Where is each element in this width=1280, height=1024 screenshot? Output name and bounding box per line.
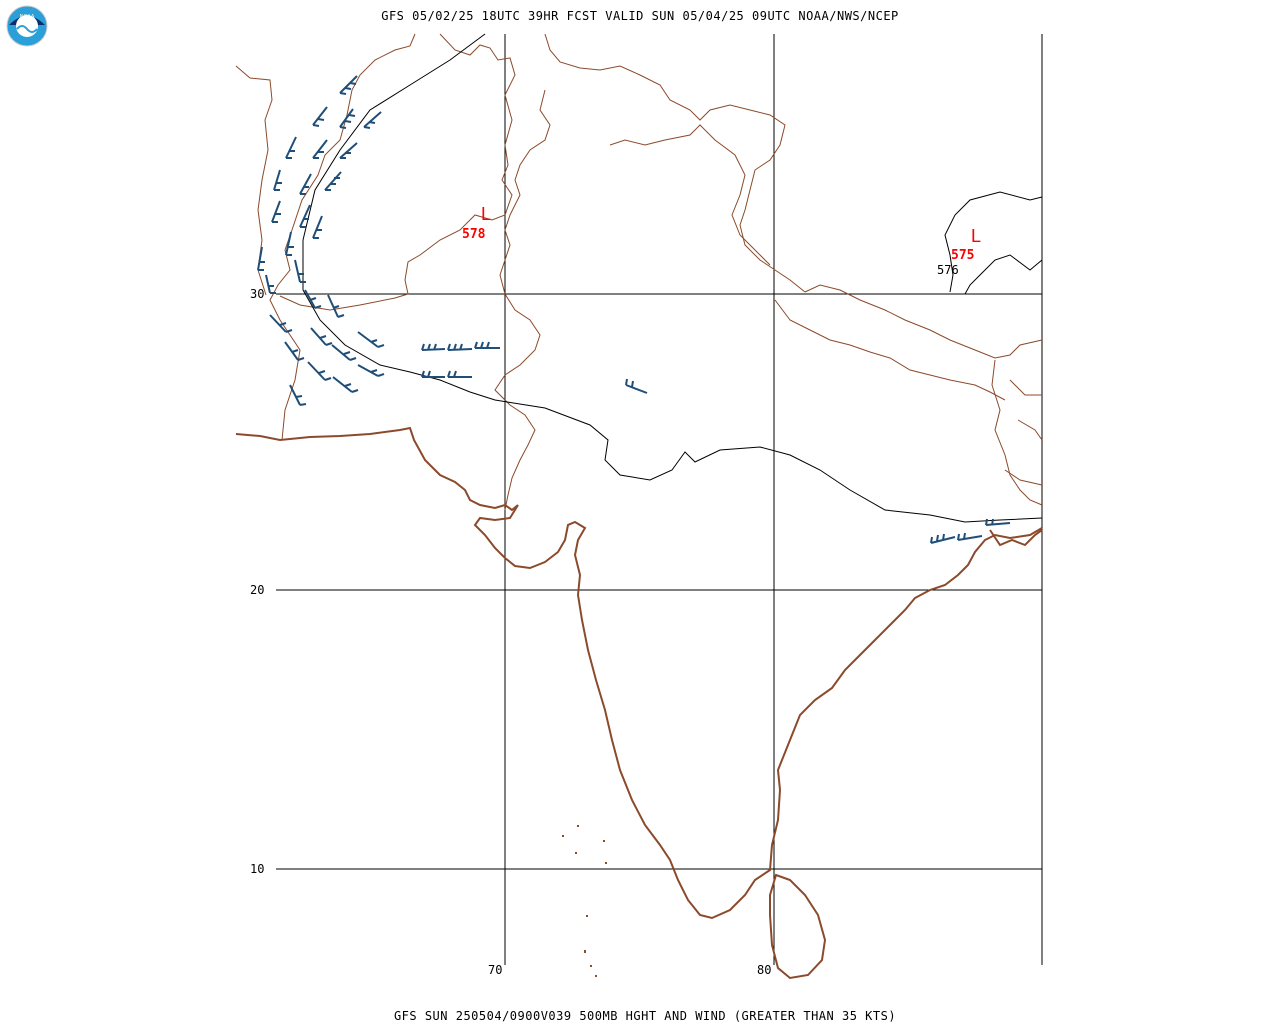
wind-barb: [357, 364, 385, 377]
map-title: GFS 05/02/25 18UTC 39HR FCST VALID SUN 0…: [381, 9, 899, 23]
wind-barb: [312, 139, 328, 159]
wind-barb: [625, 378, 648, 394]
wind-barb: [257, 246, 265, 271]
wind-barb: [331, 344, 357, 361]
grid-lines: [276, 34, 1043, 965]
wind-barb: [474, 341, 500, 349]
low-marker: L: [971, 226, 981, 246]
wind-barb: [299, 204, 311, 228]
wind-barb: [294, 259, 306, 283]
lon-label-70: 70: [488, 963, 502, 977]
border-northeast: [1004, 379, 1043, 486]
political-borders: [235, 33, 1043, 511]
coastline-sri-lanka: [769, 873, 827, 980]
wind-barb: [299, 173, 312, 195]
wind-barb: [421, 343, 446, 351]
wind-barb: [339, 108, 356, 129]
border-nepal-china: [804, 284, 1043, 359]
wind-barb: [312, 215, 323, 239]
border-india-nepal: [774, 299, 1006, 401]
coastline-arabian-sea-north: [235, 426, 519, 512]
noaa-logo: NOAA: [6, 5, 48, 47]
border-india-pakistan: [494, 89, 551, 511]
low-value: 575: [951, 248, 974, 263]
wind-barb: [289, 384, 307, 406]
wind-barb: [273, 169, 282, 191]
border-kashmir: [609, 124, 771, 266]
border-china-pakistan: [544, 33, 806, 293]
wind-barb: [421, 370, 445, 378]
lat-label-10: 10: [250, 862, 264, 876]
border-afghanistan-pakistan: [269, 33, 416, 441]
wind-barb: [332, 376, 359, 393]
wind-barb: [363, 111, 382, 129]
border-bangladesh: [991, 359, 1043, 506]
wind-barb: [447, 343, 473, 351]
wind-barb: [339, 75, 358, 95]
height-contours: [302, 33, 1043, 523]
wind-barb: [985, 518, 1011, 526]
wind-barb: [357, 331, 385, 348]
wind-barb: [339, 142, 358, 159]
contour-label: 576: [937, 263, 959, 277]
map-caption: GFS SUN 250504/0900V039 500MB HGHT AND W…: [393, 1009, 897, 1023]
border-iran-afghanistan: [235, 65, 273, 296]
lat-label-20: 20: [250, 583, 264, 597]
coastline-bay-delta: [989, 529, 1043, 547]
wind-barb: [930, 533, 956, 544]
low-marker: L: [481, 204, 491, 224]
coastline-gujarat: [473, 504, 1043, 920]
lat-label-30: 30: [250, 287, 264, 301]
wind-barb: [285, 136, 297, 159]
wind-barb: [310, 327, 333, 346]
wind-barb: [284, 341, 305, 361]
wind-barb: [304, 289, 322, 309]
noaa-logo-text: NOAA: [20, 14, 35, 20]
contour-western: [302, 33, 1043, 523]
wind-barbs: [257, 75, 1011, 544]
wind-barb: [307, 361, 332, 381]
wind-barb: [447, 370, 472, 378]
wind-barb: [285, 231, 294, 256]
wind-barb: [265, 274, 276, 294]
wind-barb: [312, 106, 328, 127]
wind-barb: [957, 532, 983, 541]
wind-barb: [327, 294, 345, 318]
wind-barb: [269, 314, 293, 333]
low-value: 578: [462, 227, 486, 242]
lon-label-80: 80: [757, 963, 771, 977]
coastline: [235, 426, 1043, 980]
border-pakistan-afghanistan-east: [279, 33, 516, 311]
wind-barb: [324, 171, 342, 191]
wind-barb: [271, 200, 281, 223]
contour-576-northeast: [944, 191, 1043, 295]
lakshadweep-islands: [562, 825, 607, 977]
